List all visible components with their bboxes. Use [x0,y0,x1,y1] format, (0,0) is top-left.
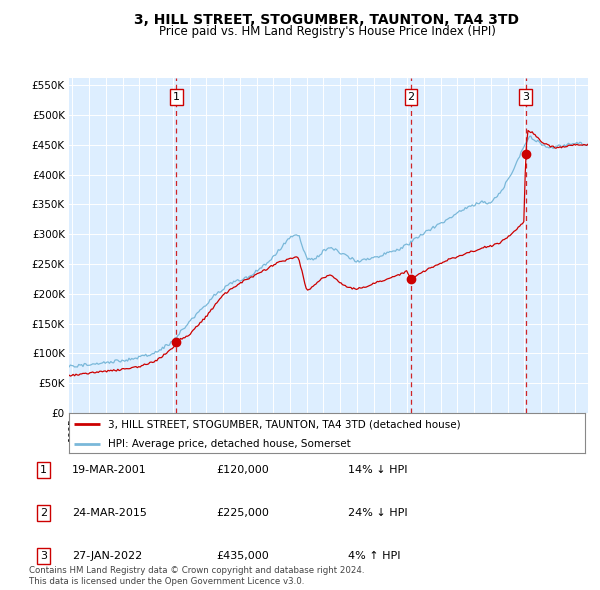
Text: 3, HILL STREET, STOGUMBER, TAUNTON, TA4 3TD (detached house): 3, HILL STREET, STOGUMBER, TAUNTON, TA4 … [108,419,460,430]
Text: 3, HILL STREET, STOGUMBER, TAUNTON, TA4 3TD: 3, HILL STREET, STOGUMBER, TAUNTON, TA4 … [134,13,520,27]
Text: 3: 3 [40,551,47,560]
Text: 27-JAN-2022: 27-JAN-2022 [72,551,142,560]
Text: £225,000: £225,000 [216,508,269,517]
Text: This data is licensed under the Open Government Licence v3.0.: This data is licensed under the Open Gov… [29,577,304,586]
Text: 3: 3 [522,92,529,102]
Text: Contains HM Land Registry data © Crown copyright and database right 2024.: Contains HM Land Registry data © Crown c… [29,566,364,575]
Text: 1: 1 [173,92,180,102]
Text: 2: 2 [40,508,47,517]
Text: 4% ↑ HPI: 4% ↑ HPI [348,551,401,560]
Text: 24% ↓ HPI: 24% ↓ HPI [348,508,407,517]
Text: 19-MAR-2001: 19-MAR-2001 [72,465,147,474]
Text: 24-MAR-2015: 24-MAR-2015 [72,508,147,517]
Text: 2: 2 [407,92,415,102]
Text: 14% ↓ HPI: 14% ↓ HPI [348,465,407,474]
Text: Price paid vs. HM Land Registry's House Price Index (HPI): Price paid vs. HM Land Registry's House … [158,25,496,38]
Text: HPI: Average price, detached house, Somerset: HPI: Average price, detached house, Some… [108,440,350,450]
Text: £120,000: £120,000 [216,465,269,474]
Text: £435,000: £435,000 [216,551,269,560]
Text: 1: 1 [40,465,47,474]
